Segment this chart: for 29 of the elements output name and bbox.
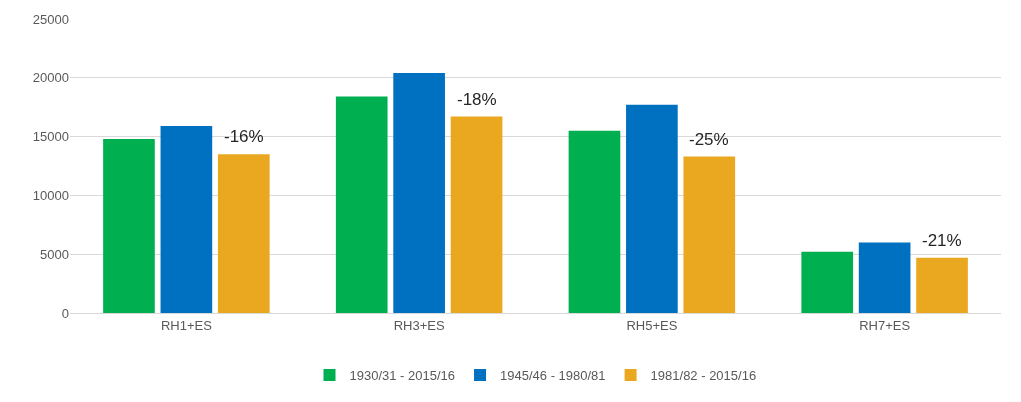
bar	[916, 257, 968, 313]
legend-label: 1981/82 - 2015/16	[650, 368, 757, 384]
bar	[568, 130, 621, 313]
annotation: -25%	[689, 130, 729, 149]
y-tick-label: 10000	[32, 187, 69, 203]
x-tick-label: RH5+ES	[626, 317, 678, 333]
bar	[160, 126, 213, 313]
annotation: -21%	[922, 231, 962, 250]
x-tick-label: RH1+ES	[160, 317, 213, 333]
legend-label: 1945/46 - 1980/81	[500, 368, 606, 384]
annotation: -18%	[457, 90, 497, 109]
annotation: -16%	[224, 127, 264, 146]
bar	[335, 96, 388, 313]
x-tick-label: RH3+ES	[393, 317, 445, 333]
bar	[393, 73, 445, 313]
y-tick-label: 25000	[32, 11, 69, 27]
y-tick-label: 20000	[32, 70, 69, 86]
x-tick-label: RH7+ES	[859, 317, 911, 333]
bar	[626, 104, 678, 313]
bar	[858, 242, 911, 313]
legend-label: 1930/31 - 2015/16	[349, 368, 456, 384]
bar	[683, 156, 736, 313]
bar	[450, 116, 503, 313]
bar	[801, 251, 854, 313]
y-tick-label: 0	[61, 305, 69, 321]
y-tick-label: 15000	[32, 129, 69, 145]
bar	[103, 138, 155, 313]
bar	[217, 154, 270, 313]
y-tick-label: 5000	[40, 246, 69, 262]
